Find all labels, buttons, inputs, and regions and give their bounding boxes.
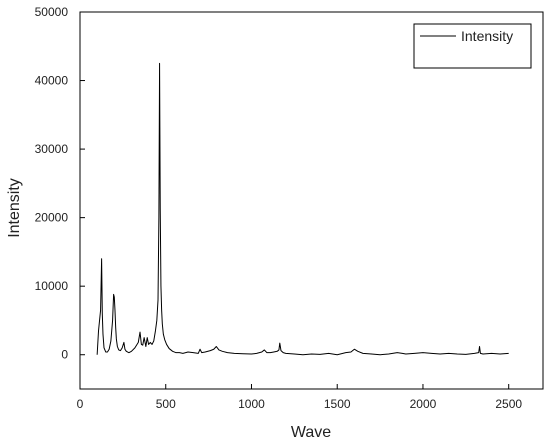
legend: Intensity	[413, 23, 532, 69]
y-tick-label: 40000	[35, 74, 69, 88]
x-axis-title: Wave	[291, 424, 331, 441]
x-tick-label: 500	[156, 397, 176, 411]
y-tick-label: 50000	[35, 5, 69, 19]
y-tick-label: 10000	[35, 279, 69, 293]
y-tick-label: 20000	[35, 211, 69, 225]
x-tick-label: 0	[77, 397, 84, 411]
y-axis: 0 10000 20000 30000 40000 50000	[35, 5, 85, 362]
plot-frame	[79, 11, 544, 390]
x-tick-label: 1500	[324, 397, 351, 411]
x-tick-label: 2000	[410, 397, 437, 411]
y-axis-title: Intensity	[6, 178, 23, 238]
y-tick-label: 0	[61, 348, 68, 362]
legend-box	[413, 23, 532, 69]
series-line-intensity	[96, 62, 509, 356]
y-tick-label: 30000	[35, 142, 69, 156]
x-tick-label: 1000	[238, 397, 265, 411]
legend-label: Intensity	[461, 28, 513, 44]
x-axis: 0 500 1000 1500 2000 2500	[77, 384, 522, 411]
x-tick-label: 2500	[495, 397, 522, 411]
